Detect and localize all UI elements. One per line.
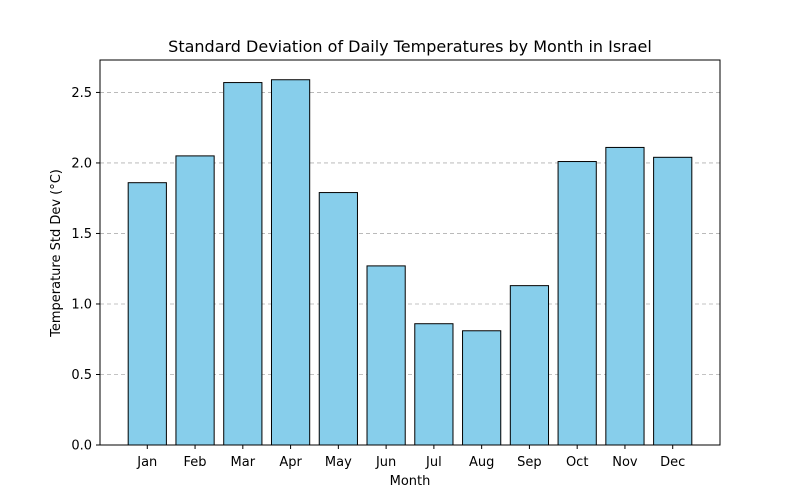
bar-nov bbox=[605, 146, 645, 446]
bar-jun bbox=[366, 265, 406, 446]
axes-frame bbox=[99, 59, 721, 446]
bar-feb bbox=[175, 155, 215, 446]
bar-apr bbox=[270, 79, 311, 446]
x-tick-label-oct: Oct bbox=[566, 455, 588, 470]
y-tick-label: 0.5 bbox=[71, 368, 92, 383]
bar-oct bbox=[557, 161, 597, 446]
y-tick-label: 0.0 bbox=[71, 439, 92, 454]
x-tick-label-jul: Jul bbox=[425, 455, 442, 470]
x-tick-label-may: May bbox=[325, 455, 352, 470]
bar-mar bbox=[223, 82, 263, 446]
bar-jul bbox=[414, 323, 454, 446]
y-axis-title: Temperature Std Dev (°C) bbox=[49, 169, 64, 338]
y-axis-ticks: 0.0 0.5 1.0 1.5 2.0 2.5 bbox=[71, 86, 100, 454]
chart-title: Standard Deviation of Daily Temperatures… bbox=[168, 37, 652, 56]
bar-may bbox=[318, 192, 358, 446]
x-tick-label-feb: Feb bbox=[184, 455, 207, 470]
x-tick-label-aug: Aug bbox=[469, 455, 494, 470]
y-tick-label: 1.0 bbox=[71, 297, 92, 312]
x-tick-label-apr: Apr bbox=[279, 455, 302, 470]
bar-jan bbox=[127, 182, 167, 446]
y-tick-label: 2.0 bbox=[71, 156, 92, 171]
y-tick-label: 2.5 bbox=[71, 86, 92, 101]
bar-sep bbox=[509, 285, 550, 446]
y-tick-label: 1.5 bbox=[71, 227, 92, 242]
x-axis-title: Month bbox=[390, 474, 431, 489]
x-tick-label-jun: Jun bbox=[375, 455, 396, 470]
bar-aug bbox=[462, 330, 502, 446]
x-tick-label-nov: Nov bbox=[612, 455, 638, 470]
x-tick-label-dec: Dec bbox=[660, 455, 685, 470]
x-axis-ticks: Jan Feb Mar Apr May Jun Jul Aug Sep Oct Nov Dec bbox=[136, 445, 685, 470]
bars bbox=[127, 79, 693, 446]
x-tick-label-mar: Mar bbox=[231, 455, 256, 470]
x-tick-label-jan: Jan bbox=[136, 455, 157, 470]
x-tick-label-sep: Sep bbox=[517, 455, 542, 470]
bar-dec bbox=[653, 156, 693, 446]
